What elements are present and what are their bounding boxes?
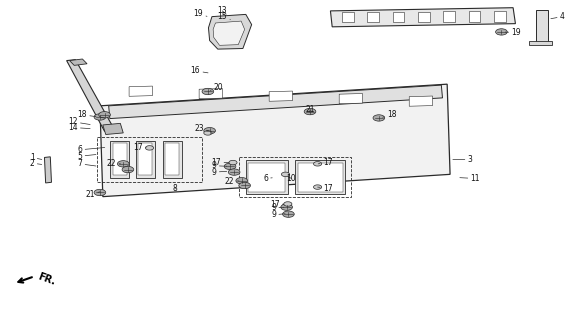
Circle shape — [202, 88, 214, 95]
Text: 6: 6 — [78, 145, 105, 154]
Circle shape — [118, 161, 129, 167]
Circle shape — [122, 166, 134, 173]
Text: 19: 19 — [194, 9, 207, 18]
Polygon shape — [109, 85, 442, 119]
Polygon shape — [113, 143, 127, 175]
Polygon shape — [100, 84, 450, 197]
Circle shape — [99, 112, 111, 118]
Text: 17: 17 — [318, 158, 332, 167]
Text: 16: 16 — [191, 66, 208, 75]
Polygon shape — [248, 163, 285, 192]
Polygon shape — [418, 12, 429, 22]
Polygon shape — [269, 91, 292, 101]
Text: 17: 17 — [270, 200, 284, 209]
Text: 8: 8 — [173, 184, 178, 193]
Polygon shape — [393, 12, 404, 22]
Polygon shape — [339, 93, 363, 104]
Text: 14: 14 — [68, 123, 90, 132]
Polygon shape — [70, 59, 87, 65]
Text: 19: 19 — [505, 28, 521, 37]
Circle shape — [239, 182, 250, 189]
Text: 5: 5 — [78, 152, 96, 161]
Polygon shape — [536, 10, 548, 44]
Polygon shape — [44, 157, 51, 183]
Polygon shape — [469, 11, 480, 22]
Text: FR.: FR. — [37, 272, 57, 287]
Circle shape — [204, 131, 212, 135]
Text: 21: 21 — [305, 105, 315, 114]
Polygon shape — [298, 163, 343, 192]
Circle shape — [281, 204, 292, 210]
Text: 1: 1 — [30, 153, 42, 162]
Text: 18: 18 — [383, 110, 397, 119]
Circle shape — [373, 115, 385, 121]
Polygon shape — [529, 42, 552, 45]
Circle shape — [229, 160, 237, 165]
Circle shape — [283, 211, 294, 217]
Circle shape — [146, 146, 154, 150]
Text: 7: 7 — [78, 159, 96, 168]
Polygon shape — [199, 89, 222, 99]
Text: 17: 17 — [318, 184, 332, 193]
Polygon shape — [213, 21, 245, 45]
Polygon shape — [67, 60, 115, 131]
Text: 9: 9 — [271, 210, 285, 219]
Circle shape — [204, 127, 215, 134]
Polygon shape — [136, 141, 155, 178]
Circle shape — [94, 114, 106, 120]
Polygon shape — [295, 160, 345, 195]
Polygon shape — [103, 123, 123, 134]
Text: 12: 12 — [68, 117, 90, 126]
Circle shape — [314, 162, 322, 166]
Text: 22: 22 — [106, 159, 121, 168]
Polygon shape — [443, 12, 455, 22]
Polygon shape — [208, 14, 252, 49]
Text: 22: 22 — [225, 177, 239, 186]
Text: 9: 9 — [271, 203, 284, 212]
Text: 21: 21 — [86, 190, 100, 199]
Circle shape — [314, 185, 322, 189]
Circle shape — [224, 163, 236, 170]
Polygon shape — [129, 86, 153, 96]
Circle shape — [94, 189, 106, 196]
Polygon shape — [342, 12, 354, 22]
Text: 15: 15 — [218, 12, 230, 21]
Circle shape — [284, 202, 292, 206]
Polygon shape — [166, 143, 179, 175]
Polygon shape — [367, 12, 379, 22]
Polygon shape — [410, 96, 432, 106]
Text: 9: 9 — [212, 168, 227, 177]
Text: 23: 23 — [194, 124, 208, 133]
Circle shape — [495, 29, 507, 35]
Text: 11: 11 — [460, 174, 480, 183]
Text: 17: 17 — [212, 158, 229, 167]
Text: 18: 18 — [78, 110, 96, 119]
Circle shape — [236, 178, 247, 184]
Text: 3: 3 — [453, 155, 473, 164]
Text: 13: 13 — [218, 6, 227, 15]
Circle shape — [228, 169, 240, 175]
Text: 20: 20 — [211, 83, 223, 92]
Text: 2: 2 — [30, 159, 42, 168]
Polygon shape — [139, 143, 153, 175]
Polygon shape — [494, 11, 505, 22]
Text: 10: 10 — [287, 174, 296, 183]
Text: 9: 9 — [212, 161, 227, 170]
Polygon shape — [163, 141, 181, 178]
Polygon shape — [246, 160, 288, 195]
Text: 4: 4 — [551, 12, 565, 21]
Circle shape — [304, 108, 316, 115]
Text: 17: 17 — [133, 143, 146, 152]
Polygon shape — [111, 141, 129, 178]
Circle shape — [281, 172, 290, 177]
Polygon shape — [331, 8, 515, 27]
Text: 6: 6 — [263, 174, 272, 183]
